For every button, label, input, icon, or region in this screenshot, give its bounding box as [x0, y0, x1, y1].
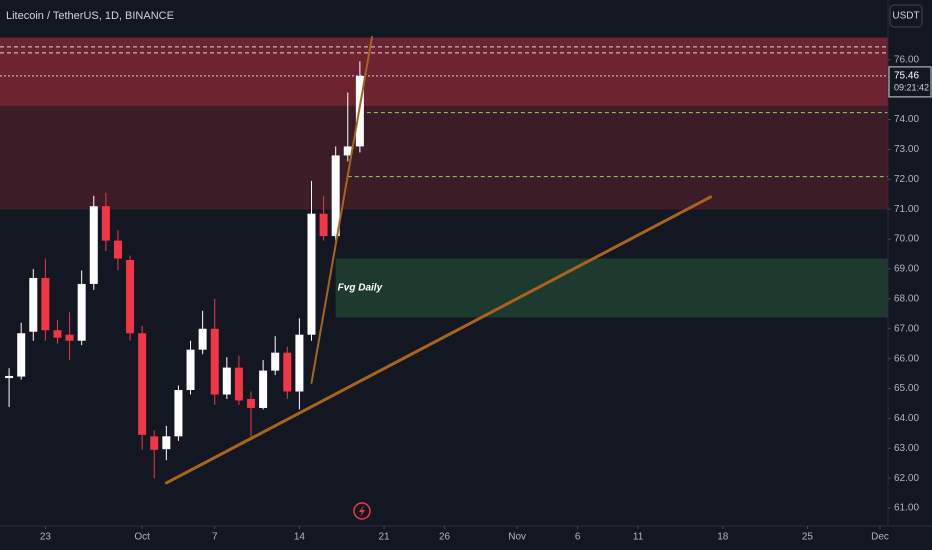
x-tick-label: 7 — [212, 532, 218, 543]
candle-body — [343, 146, 352, 156]
y-tick-label: 64.00 — [894, 413, 919, 424]
x-tick-label: Dec — [871, 532, 889, 543]
y-tick-label: 70.00 — [894, 234, 919, 245]
x-tick-label: 14 — [294, 532, 306, 543]
candle-body — [41, 277, 50, 331]
candle-body — [198, 328, 207, 350]
candle-body — [65, 334, 74, 341]
candle-body — [283, 352, 292, 392]
currency-button[interactable] — [889, 4, 923, 28]
x-tick-label: 6 — [575, 532, 581, 543]
last-price-label: 75.46 — [894, 71, 919, 82]
x-tick-label: 11 — [633, 532, 644, 543]
y-tick-label: 71.00 — [894, 204, 919, 215]
y-tick-label: 67.00 — [894, 323, 919, 334]
countdown-label: 09:21:42 — [894, 82, 929, 92]
x-tick-label: 23 — [40, 532, 52, 543]
candle-body — [126, 260, 135, 334]
watermark-bolt — [359, 505, 365, 517]
candle-body — [138, 333, 147, 435]
candle-body — [174, 390, 183, 437]
zone-label: Fvg Daily — [338, 283, 383, 294]
x-tick-label: 26 — [439, 532, 451, 543]
watermark-icon — [353, 502, 371, 520]
last-price-box — [888, 66, 932, 98]
y-tick-label: 74.00 — [894, 114, 919, 125]
trendline — [310, 36, 373, 384]
x-tick-label: 18 — [717, 532, 729, 543]
candle-body — [17, 333, 26, 377]
x-tick-label: Nov — [508, 532, 526, 543]
x-tick-label: 25 — [802, 532, 814, 543]
y-tick-label: 68.00 — [894, 294, 919, 305]
watermark-circle — [353, 502, 371, 520]
plot-area: Fvg Daily — [0, 36, 888, 485]
y-tick-label: 63.00 — [894, 443, 919, 454]
candle-body — [222, 367, 231, 395]
candle-body — [77, 283, 86, 341]
candle-body — [234, 367, 243, 401]
y-tick-label: 76.00 — [894, 54, 919, 65]
candle-body — [5, 375, 14, 379]
y-tick-label: 73.00 — [894, 144, 919, 155]
candle-body — [101, 206, 110, 241]
candle-body — [259, 370, 268, 408]
candle-body — [186, 349, 195, 391]
zone — [0, 37, 888, 106]
y-tick-label: 69.00 — [894, 264, 919, 275]
currency-label[interactable]: USDT — [892, 11, 919, 22]
zone — [335, 258, 888, 318]
candle-body — [247, 398, 256, 408]
candle-body — [53, 330, 62, 338]
candle-body — [162, 436, 171, 450]
x-tick-label: Oct — [134, 532, 150, 543]
candle-body — [307, 213, 316, 335]
x-tick-label: 21 — [379, 532, 391, 543]
candle-body — [113, 240, 122, 259]
y-tick-label: 72.00 — [894, 174, 919, 185]
candle-body — [319, 213, 328, 237]
y-tick-label: 65.00 — [894, 383, 919, 394]
candle-body — [271, 352, 280, 371]
candle-body — [29, 277, 38, 332]
y-tick-label: 66.00 — [894, 353, 919, 364]
symbol-title: Litecoin / TetherUS, 1D, BINANCE — [6, 10, 174, 22]
y-tick-label: 62.00 — [894, 473, 919, 484]
candle-body — [210, 328, 219, 395]
candle-body — [89, 206, 98, 284]
candle-body — [331, 155, 340, 237]
trendline — [164, 195, 713, 485]
candle-body — [295, 334, 304, 392]
y-tick-label: 61.00 — [894, 503, 919, 514]
candle-body — [150, 436, 159, 450]
